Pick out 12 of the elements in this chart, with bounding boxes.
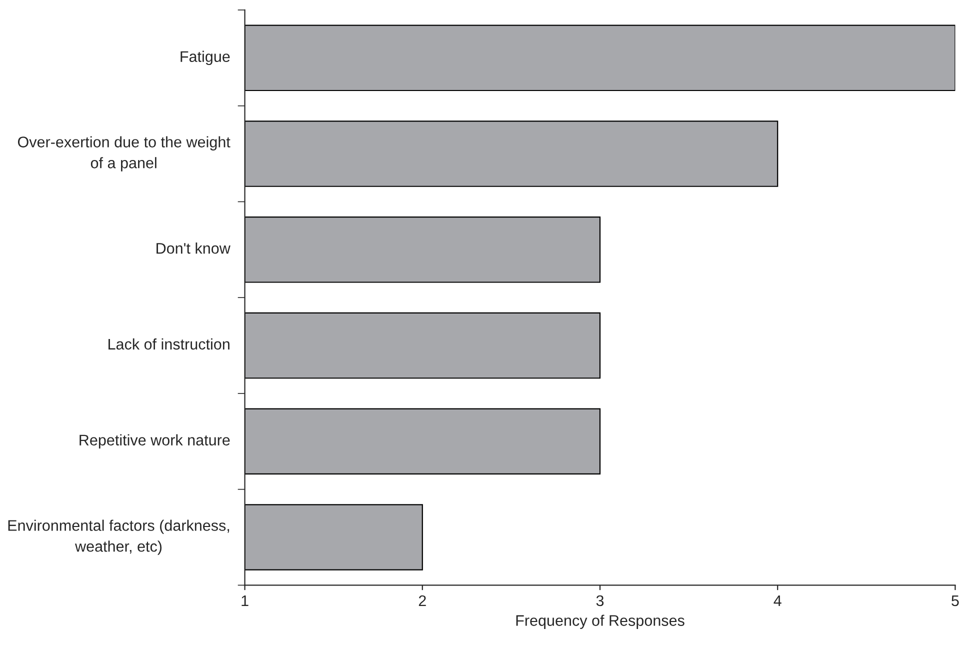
x-tick-label: 5 bbox=[952, 595, 959, 606]
y-tick-label: Don't know bbox=[156, 242, 230, 254]
x-axis-title: Frequency of Responses bbox=[516, 614, 684, 629]
y-tick-label: Lack of instruction bbox=[108, 338, 230, 350]
y-tick-label: Repetitive work nature bbox=[80, 434, 230, 449]
x-tick-label: 2 bbox=[418, 595, 426, 606]
x-tick-label: 1 bbox=[242, 595, 248, 606]
x-tick-label: 4 bbox=[774, 595, 782, 606]
y-tick-label: Environmental factors (darkness, weather, etc) bbox=[8, 520, 230, 555]
y-tick-label: Fatigue bbox=[180, 50, 230, 66]
y-tick-label: Over-exertion due to the weight of a panel bbox=[18, 136, 230, 172]
x-tick-label: 3 bbox=[596, 595, 604, 606]
